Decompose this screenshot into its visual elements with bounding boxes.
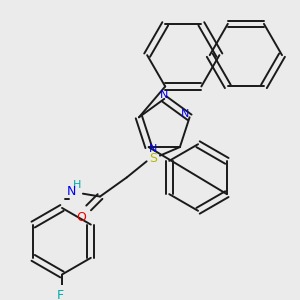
Text: O: O	[76, 211, 86, 224]
Text: S: S	[149, 152, 157, 165]
Text: N: N	[67, 185, 76, 198]
Text: N: N	[181, 110, 189, 119]
Text: H: H	[73, 180, 81, 190]
Text: F: F	[56, 289, 64, 300]
Text: N: N	[160, 90, 169, 100]
Text: N: N	[149, 144, 158, 154]
